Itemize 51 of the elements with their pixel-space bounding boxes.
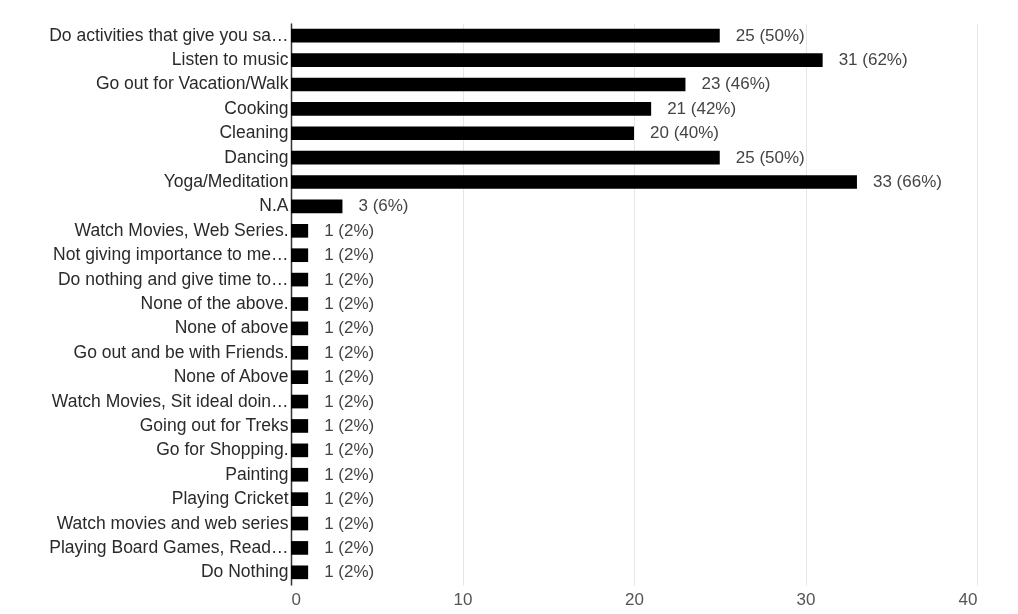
y-tick-label: Do Nothing (200, 561, 289, 582)
y-tick-label: Painting (225, 463, 289, 484)
data-label: 25 (50%) (735, 25, 805, 45)
y-tick-label: N.A (259, 195, 289, 216)
x-tick-label: 20 (625, 589, 644, 609)
y-tick-label: Go out and be with Friends. (73, 341, 289, 362)
data-label: 1 (2%) (324, 342, 375, 362)
y-tick-label: Watch movies and web series (56, 512, 289, 533)
data-label: 1 (2%) (324, 269, 375, 289)
data-label: 3 (6%) (358, 196, 409, 216)
data-label: 1 (2%) (324, 220, 375, 240)
x-tick-label: 30 (796, 589, 816, 609)
data-label: 21 (42%) (667, 98, 737, 118)
y-tick-label: Cooking (224, 97, 289, 118)
data-label: 1 (2%) (324, 367, 375, 387)
y-tick-label: Not giving importance to me… (53, 244, 289, 265)
y-tick-label: Going out for Treks (139, 414, 289, 435)
data-label: 1 (2%) (324, 562, 375, 582)
x-tick-label: 0 (291, 589, 301, 609)
y-tick-label: None of Above (173, 366, 289, 387)
data-label: 1 (2%) (324, 537, 375, 557)
data-label: 1 (2%) (324, 245, 375, 265)
y-tick-label: Go for Shopping. (156, 439, 289, 460)
y-tick-label: Playing Cricket (171, 488, 289, 509)
data-label: 25 (50%) (735, 147, 805, 167)
y-tick-label: Do activities that give you sa… (49, 24, 289, 45)
y-tick-label: Cleaning (219, 122, 289, 143)
y-tick-label: Listen to music (171, 49, 289, 70)
data-label: 1 (2%) (324, 318, 375, 338)
data-label: 1 (2%) (324, 391, 375, 411)
y-tick-label: Do nothing and give time to… (57, 268, 289, 289)
y-tick-label: Watch Movies, Web Series. (74, 219, 289, 240)
y-tick-label: Playing Board Games, Read… (49, 536, 289, 557)
y-tick-label: None of the above. (140, 293, 289, 313)
data-label: 1 (2%) (324, 415, 375, 435)
data-label: 1 (2%) (324, 513, 375, 533)
x-tick-label: 10 (453, 589, 473, 609)
data-label: 23 (46%) (701, 74, 771, 94)
y-tick-label: Go out for Vacation/Walk (95, 73, 289, 94)
data-label: 1 (2%) (324, 489, 375, 509)
y-tick-label: Watch Movies, Sit ideal doin… (51, 390, 289, 411)
data-label: 33 (66%) (872, 172, 942, 192)
x-tick-label: 40 (958, 589, 978, 609)
y-tick-label: Yoga/Meditation (163, 171, 289, 192)
data-label: 1 (2%) (324, 294, 375, 313)
y-tick-label: Dancing (224, 146, 289, 167)
y-tick-label: None of above (174, 317, 289, 338)
data-label: 20 (40%) (650, 123, 719, 143)
data-label: 1 (2%) (324, 440, 375, 460)
data-label: 1 (2%) (324, 464, 375, 484)
data-label: 31 (62%) (838, 50, 908, 70)
